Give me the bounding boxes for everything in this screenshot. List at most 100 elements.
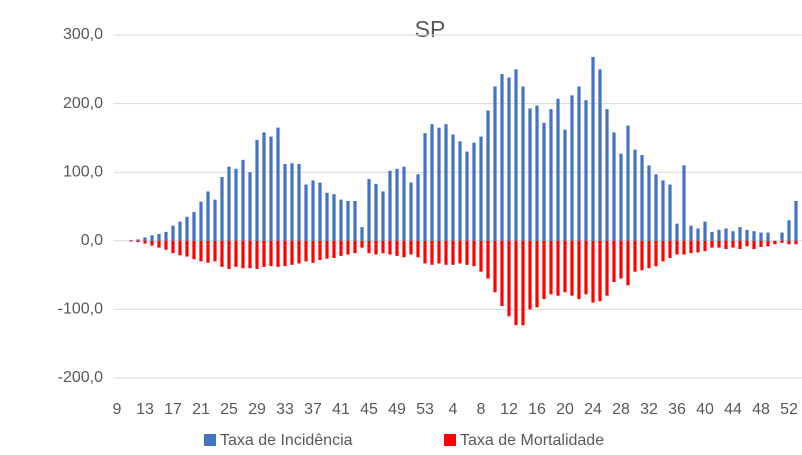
bar xyxy=(437,240,441,264)
bar xyxy=(325,192,329,241)
bar xyxy=(486,240,490,279)
bar xyxy=(381,240,385,254)
legend-swatch xyxy=(204,434,216,446)
bar xyxy=(129,240,133,242)
bar xyxy=(311,180,315,241)
bar xyxy=(507,77,511,241)
bar xyxy=(773,240,777,245)
x-tick-label: 12 xyxy=(500,401,518,418)
bar xyxy=(241,240,245,269)
bar xyxy=(542,240,546,300)
bar xyxy=(290,240,294,265)
bar xyxy=(423,240,427,264)
bar xyxy=(521,86,525,241)
x-tick-label: 52 xyxy=(780,401,798,418)
bar xyxy=(731,231,735,241)
bar xyxy=(479,240,483,272)
bar xyxy=(325,240,329,259)
bar xyxy=(689,240,693,254)
bar xyxy=(619,240,623,279)
bar xyxy=(570,95,574,241)
bar xyxy=(227,166,231,241)
bar xyxy=(605,240,609,296)
bar xyxy=(570,240,574,296)
y-tick-label: 0,0 xyxy=(81,232,103,249)
y-tick-label: 100,0 xyxy=(63,163,103,180)
x-tick-label: 9 xyxy=(113,401,122,418)
bar xyxy=(353,201,357,241)
x-tick-label: 41 xyxy=(332,401,350,418)
bar xyxy=(717,229,721,241)
bar xyxy=(213,240,217,262)
bar xyxy=(318,182,322,241)
bar xyxy=(668,240,672,258)
bar xyxy=(360,227,364,241)
legend-label: Taxa de Mortalidade xyxy=(460,432,604,449)
bar xyxy=(794,201,798,241)
bar xyxy=(556,98,560,241)
bar xyxy=(437,127,441,241)
bar xyxy=(626,125,630,241)
bar xyxy=(766,232,770,241)
bar xyxy=(612,240,616,282)
bar xyxy=(584,240,588,295)
bar xyxy=(787,240,791,245)
bar xyxy=(206,240,210,263)
bar xyxy=(234,168,238,241)
bar xyxy=(514,69,518,241)
bar xyxy=(724,240,728,250)
bar xyxy=(164,231,168,241)
bar xyxy=(332,194,336,241)
bar xyxy=(717,240,721,248)
bar xyxy=(521,240,525,326)
bar xyxy=(500,74,504,241)
bar xyxy=(255,139,259,241)
bar xyxy=(486,110,490,241)
x-tick-label: 37 xyxy=(304,401,322,418)
bar xyxy=(234,240,238,267)
bar xyxy=(339,240,343,256)
bar xyxy=(787,220,791,241)
bar xyxy=(262,132,266,241)
bar xyxy=(710,240,714,248)
bar xyxy=(339,199,343,241)
bar xyxy=(584,100,588,241)
bar xyxy=(283,163,287,241)
bar xyxy=(395,240,399,256)
bar xyxy=(381,191,385,241)
bar xyxy=(577,86,581,241)
bar xyxy=(619,153,623,241)
bar xyxy=(346,240,350,255)
bar xyxy=(416,174,420,241)
bar xyxy=(311,240,315,263)
bar xyxy=(682,240,686,255)
bar xyxy=(507,240,511,317)
bar xyxy=(318,240,322,261)
bar xyxy=(192,240,196,260)
bar xyxy=(255,240,259,269)
bar xyxy=(444,240,448,265)
bar xyxy=(682,165,686,241)
x-tick-label: 24 xyxy=(584,401,602,418)
bar xyxy=(535,240,539,308)
bar xyxy=(409,182,413,241)
bar xyxy=(136,240,140,243)
bar xyxy=(780,240,784,243)
bar xyxy=(465,151,469,241)
x-tick-label: 29 xyxy=(248,401,266,418)
bar xyxy=(528,108,532,241)
bar xyxy=(633,149,637,241)
legend-label: Taxa de Incidência xyxy=(220,432,353,449)
bar xyxy=(647,240,651,269)
bar xyxy=(171,240,175,254)
bar xyxy=(178,221,182,241)
bar xyxy=(675,240,679,255)
chart-title: SP xyxy=(415,16,446,42)
bar xyxy=(374,240,378,255)
bar xyxy=(598,69,602,241)
bar xyxy=(157,240,161,248)
bar xyxy=(346,201,350,241)
x-tick-label: 28 xyxy=(612,401,630,418)
bar xyxy=(220,240,224,267)
